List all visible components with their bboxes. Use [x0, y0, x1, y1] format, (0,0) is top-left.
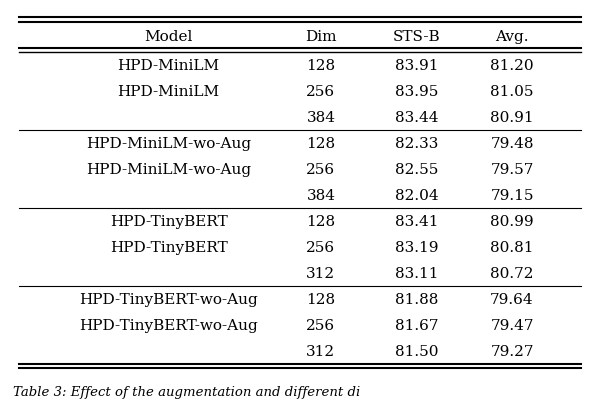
Text: HPD-MiniLM: HPD-MiniLM — [118, 59, 220, 73]
Text: HPD-MiniLM: HPD-MiniLM — [118, 85, 220, 99]
Text: 79.64: 79.64 — [490, 292, 534, 306]
Text: 79.57: 79.57 — [490, 163, 534, 177]
Text: STS-B: STS-B — [392, 30, 440, 44]
Text: 83.41: 83.41 — [395, 214, 438, 229]
Text: 312: 312 — [307, 266, 335, 280]
Text: 81.05: 81.05 — [490, 85, 534, 99]
Text: 79.27: 79.27 — [490, 344, 534, 358]
Text: 81.88: 81.88 — [395, 292, 438, 306]
Text: 83.95: 83.95 — [395, 85, 438, 99]
Text: 79.15: 79.15 — [490, 189, 534, 202]
Text: 312: 312 — [307, 344, 335, 358]
Text: 81.50: 81.50 — [395, 344, 438, 358]
Text: 81.67: 81.67 — [395, 318, 438, 332]
Text: Model: Model — [145, 30, 193, 44]
Text: Dim: Dim — [305, 30, 337, 44]
Text: 82.33: 82.33 — [395, 137, 438, 151]
Text: 128: 128 — [307, 59, 335, 73]
Text: 256: 256 — [307, 240, 335, 254]
Text: 384: 384 — [307, 189, 335, 202]
Text: 83.91: 83.91 — [395, 59, 438, 73]
Text: 80.72: 80.72 — [490, 266, 534, 280]
Text: HPD-TinyBERT: HPD-TinyBERT — [110, 214, 227, 229]
Text: 80.91: 80.91 — [490, 111, 534, 125]
Text: 128: 128 — [307, 137, 335, 151]
Text: 83.11: 83.11 — [395, 266, 438, 280]
Text: 128: 128 — [307, 292, 335, 306]
Text: 79.48: 79.48 — [490, 137, 534, 151]
Text: HPD-TinyBERT: HPD-TinyBERT — [110, 240, 227, 254]
Text: 83.19: 83.19 — [395, 240, 438, 254]
Text: 81.20: 81.20 — [490, 59, 534, 73]
Text: Avg.: Avg. — [495, 30, 529, 44]
Text: 83.44: 83.44 — [395, 111, 438, 125]
Text: 256: 256 — [307, 85, 335, 99]
Text: 256: 256 — [307, 318, 335, 332]
Text: 80.81: 80.81 — [490, 240, 534, 254]
Text: HPD-MiniLM-wo-Aug: HPD-MiniLM-wo-Aug — [86, 137, 251, 151]
Text: HPD-MiniLM-wo-Aug: HPD-MiniLM-wo-Aug — [86, 163, 251, 177]
Text: HPD-TinyBERT-wo-Aug: HPD-TinyBERT-wo-Aug — [79, 318, 258, 332]
Text: Table 3: Effect of the augmentation and different di: Table 3: Effect of the augmentation and … — [13, 385, 361, 398]
Text: 128: 128 — [307, 214, 335, 229]
Text: 80.99: 80.99 — [490, 214, 534, 229]
Text: 256: 256 — [307, 163, 335, 177]
Text: 384: 384 — [307, 111, 335, 125]
Text: HPD-TinyBERT-wo-Aug: HPD-TinyBERT-wo-Aug — [79, 292, 258, 306]
Text: 82.55: 82.55 — [395, 163, 438, 177]
Text: 79.47: 79.47 — [490, 318, 534, 332]
Text: 82.04: 82.04 — [395, 189, 438, 202]
